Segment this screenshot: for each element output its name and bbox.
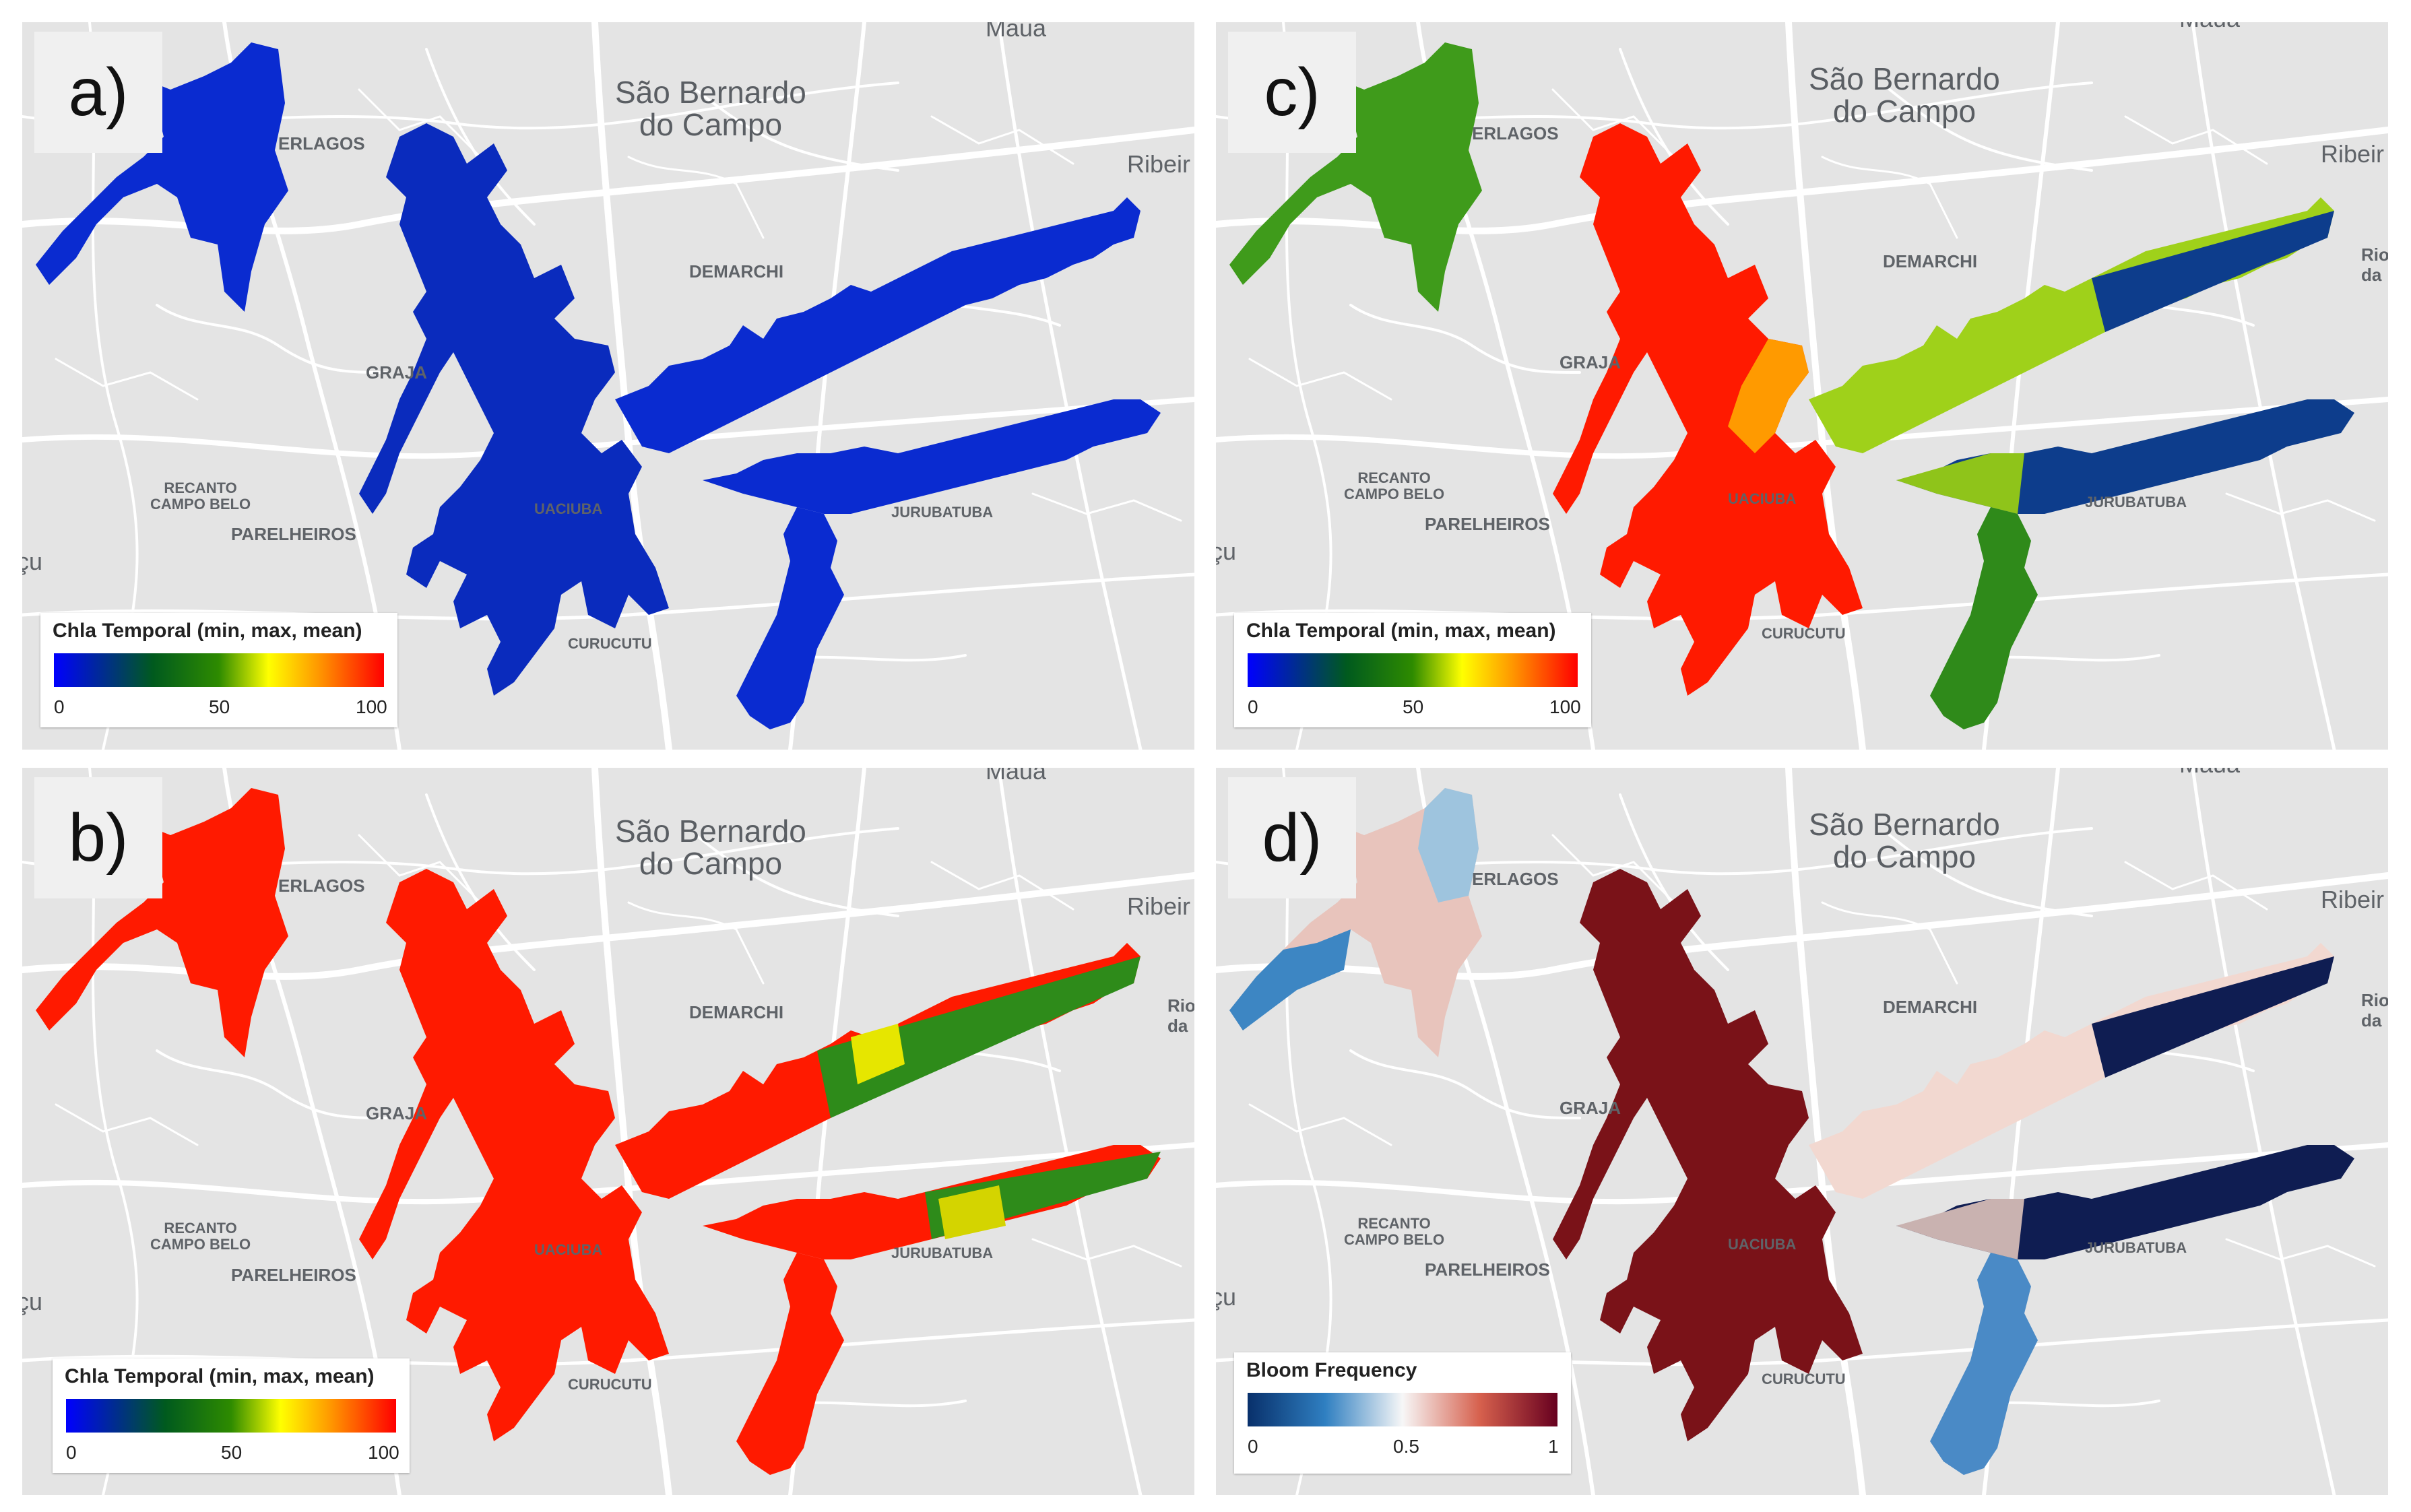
place-label: CURUCUTU xyxy=(568,635,652,652)
legend-tick: 1 xyxy=(1548,1436,1559,1457)
place-label: Ribeir xyxy=(1127,892,1191,920)
place-label: Maua xyxy=(2179,22,2240,33)
map-panel-c: c) São Bernardo do Campo Maua Ribeir ERL… xyxy=(1216,22,2388,750)
place-label: RECANTO CAMPO BELO xyxy=(1344,1215,1445,1248)
legend: Bloom Frequency 0 0.5 1 xyxy=(1234,1352,1571,1474)
legend-tick: 50 xyxy=(209,696,230,717)
place-label: GRAJA xyxy=(366,362,428,383)
reservoir-b xyxy=(36,788,1161,1475)
place-label: DEMARCHI xyxy=(689,261,784,282)
place-label: çu xyxy=(22,1288,43,1315)
place-label: PARELHEIROS xyxy=(1425,514,1550,534)
legend-tick: 0.5 xyxy=(1393,1436,1419,1457)
place-label: UACIUBA xyxy=(534,500,603,517)
place-label: Ribeir xyxy=(1127,150,1191,178)
place-label: São Bernardo do Campo xyxy=(615,75,806,142)
legend-title: Chla Temporal (min, max, mean) xyxy=(1246,620,1556,642)
place-label: Ribeir xyxy=(2321,140,2385,168)
place-label: Rio da xyxy=(2361,244,2388,285)
place-label: RECANTO CAMPO BELO xyxy=(150,480,251,513)
place-label: çu xyxy=(22,548,43,575)
place-label: PARELHEIROS xyxy=(231,1265,356,1285)
place-label: CURUCUTU xyxy=(568,1376,652,1393)
panel-label: c) xyxy=(1228,32,1356,153)
place-label: PARELHEIROS xyxy=(1425,1259,1550,1280)
place-label: Maua xyxy=(2179,768,2240,779)
place-label: São Bernardo do Campo xyxy=(1809,807,2000,874)
legend-tick: 100 xyxy=(356,696,387,717)
place-label: ERLAGOS xyxy=(278,133,365,154)
place-label: JURUBATUBA xyxy=(2085,494,2187,511)
place-label: Maua xyxy=(986,22,1047,42)
legend-title: Bloom Frequency xyxy=(1246,1359,1417,1381)
color-scale-bar xyxy=(1248,1393,1557,1426)
place-label: PARELHEIROS xyxy=(231,524,356,544)
legend-tick: 50 xyxy=(221,1442,243,1463)
legend-tick: 100 xyxy=(368,1442,399,1463)
place-label: RECANTO CAMPO BELO xyxy=(150,1220,251,1253)
legend-tick: 0 xyxy=(1248,1436,1258,1457)
map-panel-a: a) São Bernardo do Campo Maua Ribeir ERL… xyxy=(22,22,1194,750)
legend-tick: 0 xyxy=(66,1442,77,1463)
legend-title: Chla Temporal (min, max, mean) xyxy=(53,620,362,642)
place-label: DEMARCHI xyxy=(1883,997,1978,1017)
place-label: GRAJA xyxy=(366,1103,428,1123)
panel-label: a) xyxy=(34,32,162,153)
legend-tick: 0 xyxy=(54,696,65,717)
color-scale-bar xyxy=(54,653,384,687)
panel-label: b) xyxy=(34,777,162,898)
place-label: GRAJA xyxy=(1560,352,1621,372)
place-label: ERLAGOS xyxy=(1472,123,1559,143)
color-scale-bar xyxy=(66,1399,396,1433)
reservoir-d xyxy=(1229,788,2354,1475)
place-label: Rio da xyxy=(1167,995,1194,1036)
map-canvas-b xyxy=(22,768,1194,1495)
reservoir-c xyxy=(1229,42,2354,729)
place-label: DEMARCHI xyxy=(1883,251,1978,271)
color-scale-bar xyxy=(1248,653,1578,687)
panel-label: d) xyxy=(1228,777,1356,898)
place-label: São Bernardo do Campo xyxy=(615,814,806,881)
place-label: CURUCUTU xyxy=(1762,1371,1846,1387)
legend-tick: 0 xyxy=(1248,696,1258,717)
legend: Chla Temporal (min, max, mean) 0 50 100 xyxy=(40,613,397,727)
place-label: çu xyxy=(1216,1283,1237,1311)
place-label: çu xyxy=(1216,537,1237,565)
place-label: JURUBATUBA xyxy=(891,1245,994,1261)
place-label: GRAJA xyxy=(1560,1098,1621,1118)
legend-title: Chla Temporal (min, max, mean) xyxy=(65,1365,375,1387)
place-label: CURUCUTU xyxy=(1762,625,1846,642)
legend: Chla Temporal (min, max, mean) 0 50 100 xyxy=(53,1358,410,1473)
place-label: ERLAGOS xyxy=(278,876,365,896)
place-label: UACIUBA xyxy=(1728,490,1797,507)
place-label: São Bernardo do Campo xyxy=(1809,61,2000,129)
map-panel-b: b) São Bernardo do Campo Maua Ribeir ERL… xyxy=(22,768,1194,1495)
place-label: UACIUBA xyxy=(1728,1236,1797,1253)
place-label: UACIUBA xyxy=(534,1241,603,1258)
place-label: Ribeir xyxy=(2321,886,2385,913)
legend-tick: 50 xyxy=(1403,696,1424,717)
place-label: Rio da xyxy=(2361,990,2388,1030)
place-label: JURUBATUBA xyxy=(891,504,994,521)
place-label: Maua xyxy=(986,768,1047,785)
place-label: JURUBATUBA xyxy=(2085,1239,2187,1256)
place-label: ERLAGOS xyxy=(1472,869,1559,889)
legend: Chla Temporal (min, max, mean) 0 50 100 xyxy=(1234,613,1591,727)
legend-tick: 100 xyxy=(1549,696,1581,717)
place-label: RECANTO CAMPO BELO xyxy=(1344,469,1445,502)
map-canvas-d xyxy=(1216,768,2388,1495)
place-label: DEMARCHI xyxy=(689,1002,784,1022)
map-canvas-c xyxy=(1216,22,2388,750)
map-panel-d: d) São Bernardo do Campo Maua Ribeir ERL… xyxy=(1216,768,2388,1495)
